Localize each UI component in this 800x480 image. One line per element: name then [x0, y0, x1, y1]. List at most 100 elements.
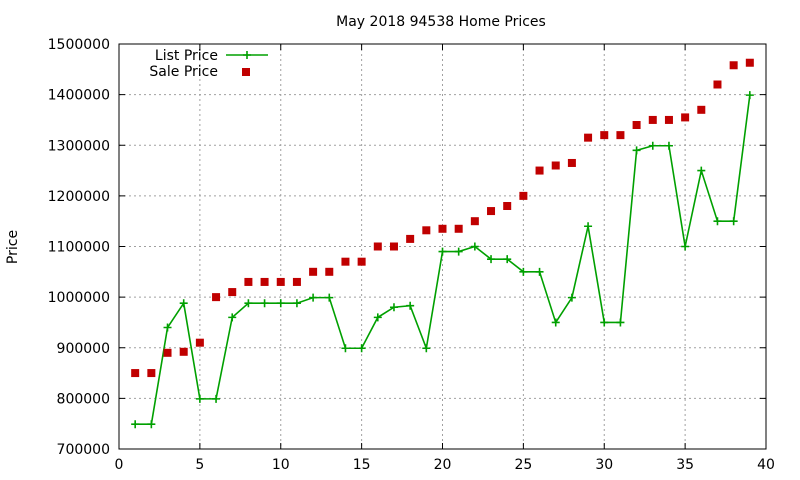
data-point [713, 217, 722, 226]
data-point [584, 222, 593, 231]
y-tick-label: 1200000 [48, 189, 110, 205]
data-point [131, 369, 140, 378]
data-point [567, 158, 576, 167]
data-point [438, 224, 447, 233]
data-point [341, 344, 350, 353]
data-point [325, 293, 334, 302]
data-point [131, 420, 140, 429]
data-point [260, 299, 269, 308]
x-tick-label: 30 [595, 457, 613, 473]
data-point [487, 255, 496, 264]
data-point [292, 299, 301, 308]
data-point [519, 191, 528, 200]
y-tick-label: 1500000 [48, 37, 110, 53]
data-point [422, 344, 431, 353]
data-point [373, 242, 382, 251]
data-point [309, 293, 318, 302]
data-point [357, 344, 366, 353]
data-point [487, 207, 496, 216]
legend-marker [243, 51, 251, 59]
data-point [551, 161, 560, 170]
data-point [681, 242, 690, 251]
data-point [147, 420, 156, 429]
data-point [713, 80, 722, 89]
data-point [648, 115, 657, 124]
data-point [212, 293, 221, 302]
x-tick-label: 5 [195, 457, 204, 473]
data-point [697, 166, 706, 175]
data-point [535, 267, 544, 276]
legend-marker [242, 68, 250, 76]
data-point [470, 217, 479, 226]
y-tick-label: 1000000 [48, 290, 110, 306]
series-sale-price [131, 58, 754, 378]
data-point [195, 394, 204, 403]
x-tick-label: 20 [434, 457, 452, 473]
data-point [503, 202, 512, 210]
data-point [454, 224, 463, 233]
y-axis-label: Price [5, 230, 21, 264]
x-tick-label: 40 [757, 457, 775, 473]
data-point [389, 242, 398, 251]
data-point [681, 113, 690, 122]
data-point [195, 338, 204, 347]
data-point [406, 234, 415, 243]
data-point [745, 58, 754, 67]
data-point [212, 394, 221, 403]
series-layer [131, 58, 754, 429]
data-point [309, 267, 318, 276]
axis-ticks: 0 5 10 15 20 25 30 35 40 700000 800000 900000 100000… [48, 37, 775, 473]
legend-label: Sale Price [149, 64, 218, 80]
data-point [147, 369, 156, 378]
data-point [228, 288, 237, 297]
x-tick-label: 10 [272, 457, 290, 473]
data-point [519, 267, 528, 276]
data-point [535, 166, 544, 175]
y-tick-label: 900000 [57, 341, 110, 357]
data-point [470, 242, 479, 251]
data-point [729, 61, 738, 70]
y-tick-label: 700000 [57, 442, 110, 458]
data-point [616, 318, 625, 327]
data-point [616, 131, 625, 140]
data-point [632, 146, 641, 155]
data-point [163, 348, 172, 357]
x-tick-label: 25 [514, 457, 532, 473]
series-list-price [131, 91, 754, 429]
data-point [325, 267, 334, 276]
y-tick-label: 1400000 [48, 88, 110, 104]
data-point [729, 217, 738, 226]
x-tick-label: 0 [115, 457, 124, 473]
data-point [179, 299, 188, 308]
data-point [438, 247, 447, 256]
data-point [276, 299, 285, 308]
data-point [567, 293, 576, 302]
data-point [454, 247, 463, 256]
data-point [373, 313, 382, 322]
data-point [664, 115, 673, 124]
data-point [600, 318, 609, 327]
data-point [422, 226, 431, 235]
data-point [503, 255, 512, 264]
data-point [600, 131, 609, 140]
data-point [179, 347, 188, 356]
data-point [292, 277, 301, 286]
y-tick-label: 1100000 [48, 240, 110, 256]
data-point [745, 91, 754, 100]
data-point [632, 121, 641, 129]
data-point [163, 323, 172, 332]
x-tick-label: 35 [676, 457, 694, 473]
data-point [244, 277, 253, 286]
y-tick-label: 800000 [57, 391, 110, 407]
chart-title: May 2018 94538 Home Prices [336, 14, 546, 30]
data-point [389, 303, 398, 312]
data-point [341, 257, 350, 266]
data-point [244, 299, 253, 308]
data-point [664, 141, 673, 150]
y-tick-label: 1300000 [48, 138, 110, 154]
data-point [276, 277, 285, 286]
data-point [697, 105, 706, 114]
